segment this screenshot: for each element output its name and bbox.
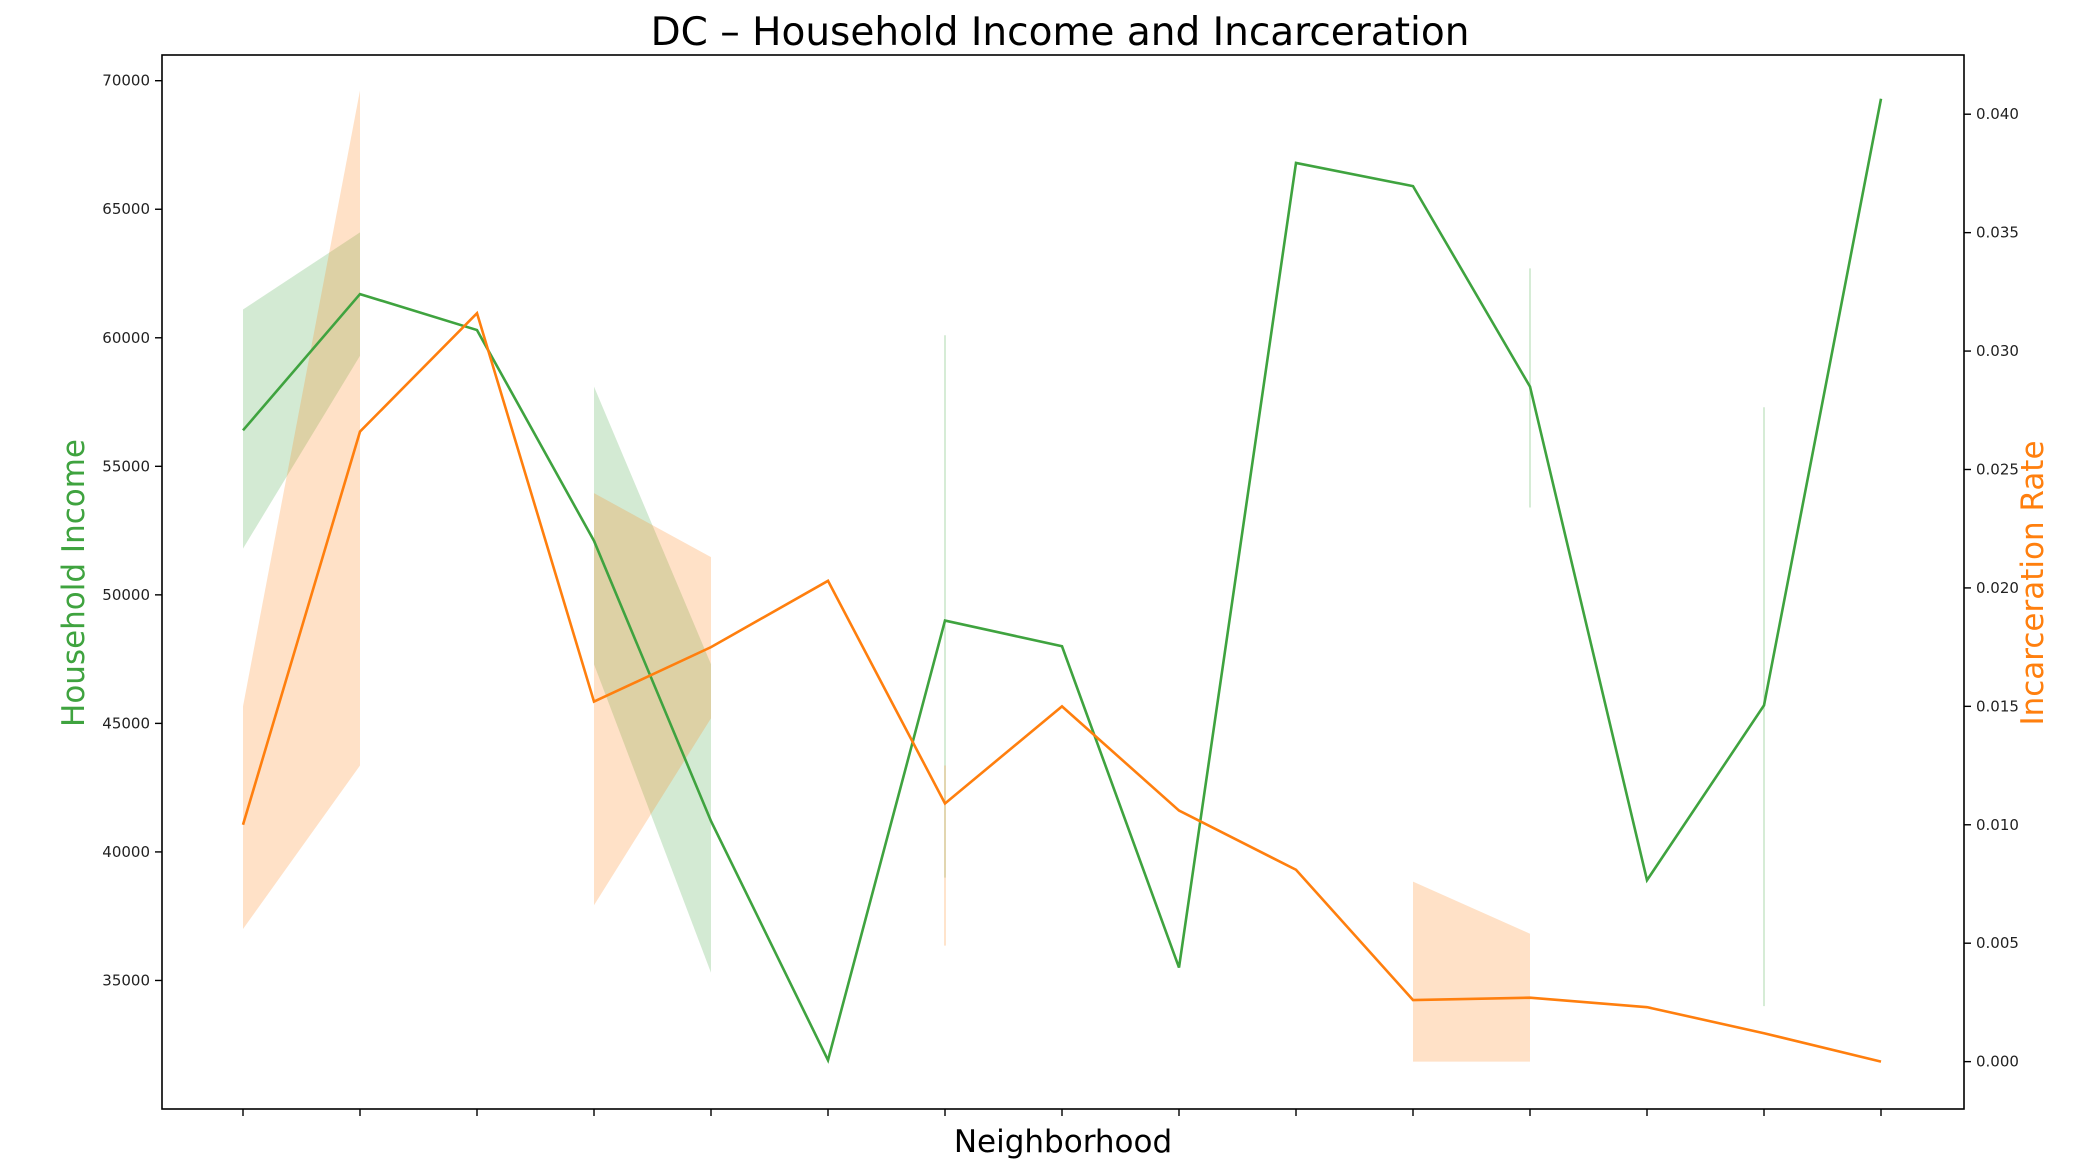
- chart-title: DC – Household Income and Incarceration: [651, 10, 1470, 55]
- left-y-tick-label: 45000: [102, 714, 150, 732]
- right-y-tick-label: 0.020: [1976, 579, 2019, 597]
- plot-area: [241, 90, 1883, 1064]
- income-series-line: [242, 98, 1883, 1064]
- left-y-tick-label: 35000: [102, 971, 150, 989]
- right-y-tick-label: 0.000: [1976, 1053, 2019, 1071]
- left-y-tick-label: 55000: [102, 457, 150, 475]
- right-y-tick-label: 0.040: [1976, 105, 2019, 123]
- right-y-tick-label: 0.015: [1976, 697, 2019, 715]
- x-axis: [242, 1109, 1882, 1116]
- plot-frame: [161, 54, 1965, 1110]
- left-y-tick-label: 60000: [102, 329, 150, 347]
- income-ci-band-0: [243, 232, 360, 549]
- income-confidence-bands: [243, 232, 1765, 1007]
- incarceration-series-line: [241, 310, 1882, 1063]
- x-axis-label: Neighborhood: [954, 1124, 1172, 1160]
- incarceration-ci-band-0: [243, 90, 360, 929]
- y-axis-left-label: Household Income: [56, 439, 92, 727]
- left-y-tick-label: 50000: [102, 586, 150, 604]
- left-y-tick-label: 70000: [102, 72, 150, 90]
- right-y-axis: 0.000 0.005 0.010 0.015 0.020 0.025 0.030 0.035…: [1964, 105, 2019, 1071]
- right-y-tick-label: 0.005: [1976, 934, 2019, 952]
- left-y-tick-label: 65000: [102, 200, 150, 218]
- left-y-tick-label: 40000: [102, 843, 150, 861]
- incarceration-confidence-bands: [243, 90, 1530, 1062]
- incarceration-ci-band-3: [1413, 881, 1530, 1062]
- right-y-tick-label: 0.035: [1976, 224, 2019, 242]
- y-axis-right-label: Incarceration Rate: [2015, 440, 2051, 725]
- incarceration-ci-band-1: [594, 493, 711, 906]
- right-y-tick-label: 0.010: [1976, 816, 2019, 834]
- left-y-axis: 35000 40000 45000 50000 55000 60000 65000 70000: [102, 72, 162, 989]
- right-y-tick-label: 0.030: [1976, 342, 2019, 360]
- right-y-tick-label: 0.025: [1976, 460, 2019, 478]
